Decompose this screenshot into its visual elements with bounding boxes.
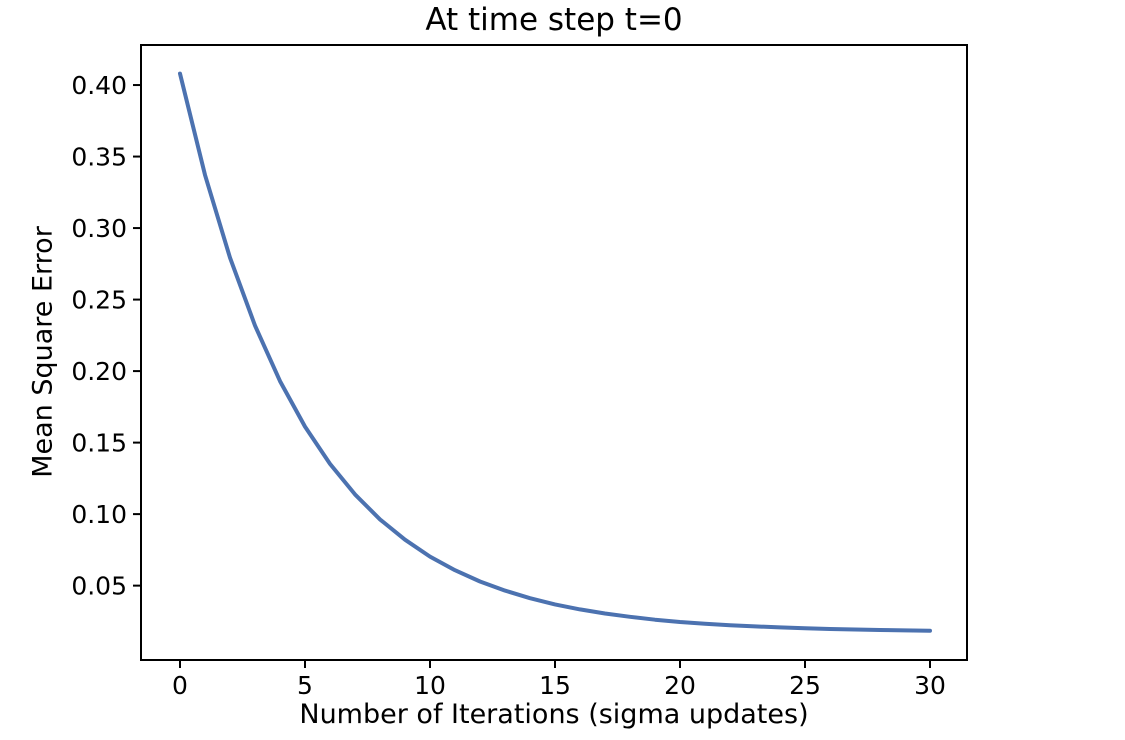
x-tick-label: 5 <box>297 671 313 700</box>
y-tick-label: 0.40 <box>71 71 127 100</box>
y-tick-label: 0.15 <box>71 429 127 458</box>
x-tick-label: 0 <box>172 671 188 700</box>
y-tick-label: 0.25 <box>71 286 127 315</box>
chart-title: At time step t=0 <box>425 2 683 38</box>
y-tick-label: 0.30 <box>71 214 127 243</box>
plot-frame <box>140 44 968 661</box>
x-tick-label: 10 <box>414 671 446 700</box>
mse-curve <box>178 71 932 633</box>
x-tick-label: 25 <box>789 671 821 700</box>
x-axis-label: Number of Iterations (sigma updates) <box>299 699 809 730</box>
y-tick-label: 0.35 <box>71 143 127 172</box>
x-tick-label: 20 <box>664 671 696 700</box>
y-tick-label: 0.05 <box>71 572 127 601</box>
y-tick-label: 0.20 <box>71 357 127 386</box>
y-tick-label: 0.10 <box>71 500 127 529</box>
x-tick-label: 15 <box>539 671 571 700</box>
x-tick-label: 30 <box>914 671 946 700</box>
